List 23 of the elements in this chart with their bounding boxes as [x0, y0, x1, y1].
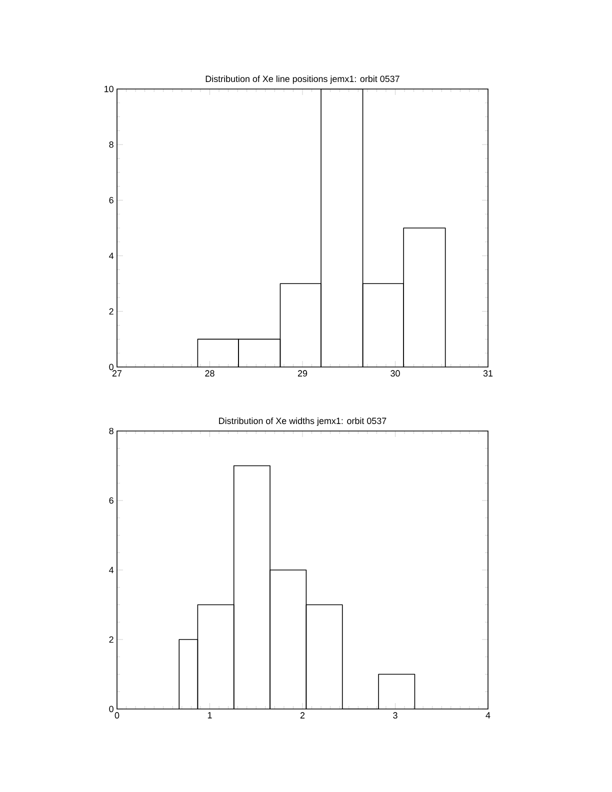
x-tick-label: 27 — [112, 370, 122, 376]
y-tick-label: 0 — [109, 706, 114, 712]
chart-title: Distribution of Xe line positions jemx1: orbit 0537 — [206, 75, 400, 84]
x-tick-label: 4 — [486, 712, 490, 718]
y-tick-label: 6 — [109, 497, 114, 504]
x-tick-label: 29 — [298, 370, 308, 377]
x-tick-label: 31 — [483, 370, 493, 377]
y-tick-label: 2 — [109, 636, 114, 643]
y-tick-label: 6 — [109, 197, 114, 204]
y-tick-label: 8 — [109, 428, 114, 434]
x-tick-label: 28 — [205, 370, 214, 377]
x-tick-label: 3 — [393, 712, 398, 719]
y-tick-label: 2 — [109, 308, 114, 315]
y-tick-label: 8 — [109, 141, 114, 148]
y-tick-label: 0 — [109, 364, 114, 370]
y-tick-label: 4 — [109, 252, 114, 259]
y-tick-label: 4 — [109, 566, 114, 574]
x-tick-label: 2 — [300, 712, 305, 718]
chart-title: Distribution of Xe widths jemx1: orbit 0537 — [219, 417, 386, 426]
y-tick-label: 10 — [104, 86, 114, 92]
x-tick-label: 0 — [114, 712, 120, 719]
x-tick-label: 30 — [390, 370, 400, 377]
x-tick-label: 1 — [208, 712, 212, 718]
